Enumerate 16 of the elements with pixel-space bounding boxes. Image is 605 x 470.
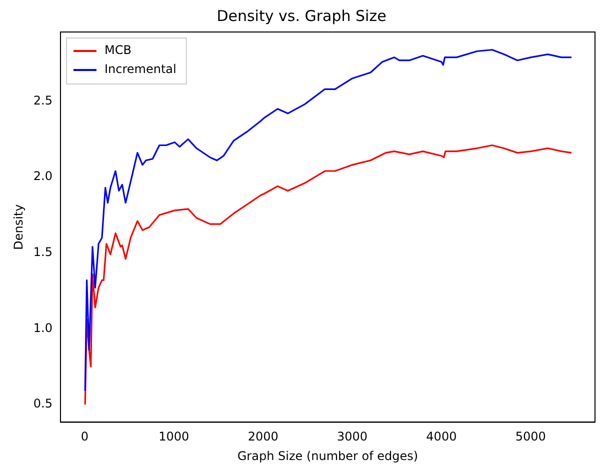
- legend-label: MCB: [104, 43, 132, 58]
- x-tick-label: 4000: [426, 430, 457, 444]
- x-tick-label: 0: [80, 430, 89, 444]
- legend-label: Incremental: [104, 62, 176, 76]
- y-tick-label: 0.5: [33, 396, 52, 411]
- x-tick-label: 1000: [158, 430, 190, 444]
- y-tick-label: 1.5: [33, 244, 52, 259]
- x-axis-title: Graph Size (number of edges): [237, 448, 418, 463]
- y-tick-label: 2.0: [33, 169, 52, 184]
- chart-title: Density vs. Graph Size: [216, 6, 386, 25]
- y-tick-label: 1.0: [33, 320, 52, 335]
- x-tick-label: 2000: [248, 430, 278, 444]
- y-tick-label: 2.5: [33, 93, 52, 108]
- y-axis-title: Density: [11, 204, 26, 250]
- x-tick-label: 3000: [336, 430, 368, 444]
- x-tick-label: 5000: [515, 430, 546, 444]
